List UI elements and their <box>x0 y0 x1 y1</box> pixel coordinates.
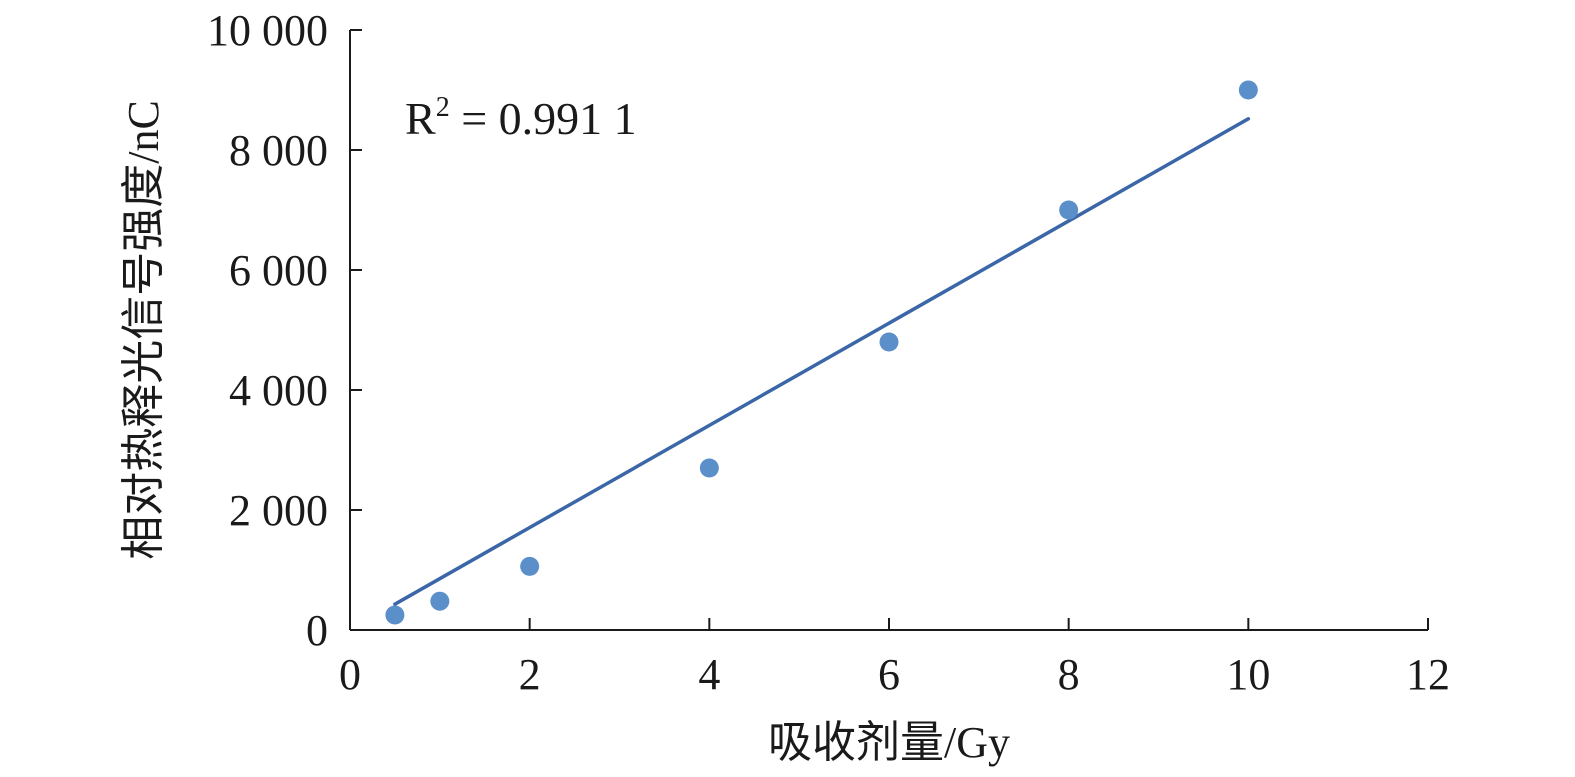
r-value: = 0.991 1 <box>450 93 637 144</box>
data-point <box>1238 80 1258 100</box>
points-layer <box>385 80 1258 625</box>
r-squared-annotation: R2 = 0.991 1 <box>405 92 637 144</box>
x-tick-label: 10 <box>1226 650 1270 699</box>
r-power: 2 <box>436 92 450 123</box>
y-tick-label: 2 000 <box>229 486 328 535</box>
x-tick-label: 0 <box>339 650 361 699</box>
data-point <box>430 591 450 611</box>
data-point <box>699 458 719 478</box>
y-tick-label: 8 000 <box>229 126 328 175</box>
trendline-layer <box>393 117 1251 606</box>
x-tick-label: 6 <box>878 650 900 699</box>
y-axis: 0 2 000 4 000 6 000 8 000 10 000 <box>207 6 362 655</box>
x-axis-title: 吸收剂量/Gy <box>768 718 1010 767</box>
data-point <box>520 556 540 576</box>
x-tick-label: 8 <box>1058 650 1080 699</box>
data-point <box>879 332 899 352</box>
data-point <box>385 605 405 625</box>
trendline <box>393 117 1251 606</box>
x-tick-label: 12 <box>1406 650 1450 699</box>
x-axis: 0 2 4 6 8 10 12 <box>339 618 1450 699</box>
y-tick-label: 10 000 <box>207 6 328 55</box>
y-tick-label: 4 000 <box>229 366 328 415</box>
x-tick-label: 2 <box>519 650 541 699</box>
y-tick-label: 0 <box>306 606 328 655</box>
y-axis-title: 相对热释光信号强度/nC <box>119 100 168 560</box>
y-tick-label: 6 000 <box>229 246 328 295</box>
x-tick-label: 4 <box>698 650 720 699</box>
r-label: R <box>405 93 436 144</box>
data-point <box>1059 200 1079 220</box>
